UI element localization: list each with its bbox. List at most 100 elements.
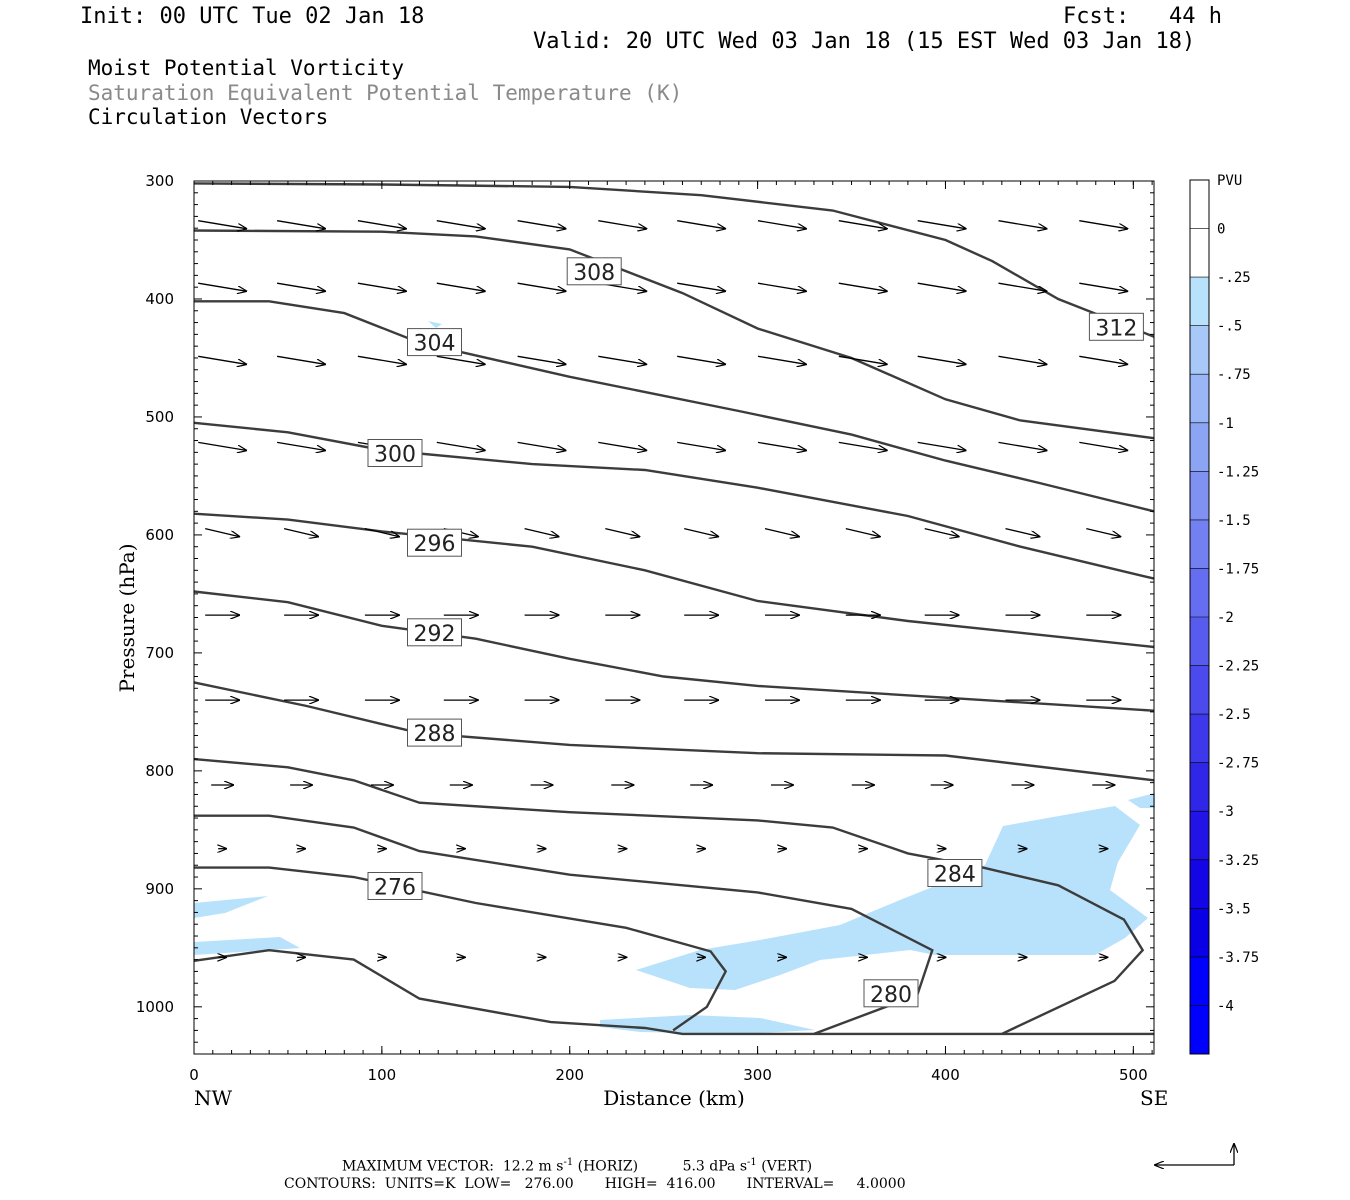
contour-284: [193, 757, 1145, 1035]
max-vector-label: MAXIMUM VECTOR:: [342, 1158, 494, 1175]
vector-arrow: [283, 527, 318, 537]
vector-arrow: [198, 220, 246, 229]
contour-300: [193, 421, 1155, 580]
svg-text:280: 280: [870, 983, 912, 1008]
colorbar-swatch: [1190, 228, 1209, 278]
svg-text:312: 312: [1095, 316, 1137, 341]
vector-arrow: [838, 441, 887, 450]
vector-arrow: [276, 282, 325, 291]
colorbar-swatch: [1190, 325, 1209, 375]
colorbar-label: 0: [1217, 222, 1225, 238]
colorbar-label: -.25: [1217, 270, 1251, 286]
field-title-theta-es: Saturation Equivalent Potential Temperat…: [88, 81, 683, 105]
contour-label-308: 308: [566, 257, 622, 286]
contour-272: [193, 948, 1154, 1036]
colorbar-label: -3.25: [1217, 853, 1259, 869]
colorbar-label: -3.75: [1217, 950, 1259, 966]
contour-296: [193, 512, 1155, 649]
vector-arrow: [998, 220, 1047, 229]
colorbar-swatch: [1190, 665, 1209, 715]
svg-text:284: 284: [934, 863, 976, 888]
mpv-region-west-2: [194, 937, 300, 955]
vector-arrow: [1079, 282, 1127, 291]
max-vector-note: MAXIMUM VECTOR: 12.2 m s-1 (HORIZ) 5.3 d…: [342, 1157, 812, 1175]
y-tick-label: 700: [145, 644, 174, 662]
vector-arrow: [198, 282, 246, 291]
vector-arrow: [276, 441, 325, 450]
vector-arrow: [598, 441, 646, 450]
vector-arrow: [838, 220, 887, 229]
contour-label-312: 312: [1088, 312, 1144, 341]
y-tick-label: 400: [145, 290, 174, 308]
x-end-label-se: SE: [1140, 1086, 1168, 1110]
contour-label-280: 280: [863, 979, 919, 1008]
vector-arrow: [1079, 220, 1127, 229]
vector-arrow: [598, 220, 646, 229]
vector-arrow: [924, 527, 959, 537]
vector-arrow: [605, 527, 639, 537]
vector-arrow: [1079, 441, 1127, 450]
vector-arrow: [998, 441, 1047, 450]
colorbar-swatch: [1190, 811, 1209, 861]
colorbar-swatch: [1190, 180, 1209, 230]
vert-tail: (VERT): [756, 1158, 813, 1175]
field-title-vectors: Circulation Vectors: [88, 105, 329, 129]
vert-exponent: -1: [747, 1157, 757, 1168]
y-tick-label: 500: [145, 408, 174, 426]
vector-arrow: [757, 220, 806, 229]
vector-arrow: [917, 355, 966, 364]
vector-arrow: [845, 527, 880, 537]
colorbar-swatch: [1190, 859, 1209, 909]
valid-time: Valid: 20 UTC Wed 03 Jan 18 (15 EST Wed …: [533, 29, 1196, 54]
colorbar-label: -2: [1217, 610, 1234, 626]
reference-vector: [1155, 1144, 1234, 1165]
horiz-exponent: -1: [563, 1157, 574, 1168]
vector-arrow: [517, 282, 566, 291]
mpv-region-se: [636, 806, 1148, 990]
y-axis: 300 400 500 600 700 800 900 1000: [136, 172, 1154, 1043]
vector-arrow: [436, 355, 485, 364]
vector-arrow: [198, 441, 246, 450]
contour-label-304: 304: [407, 328, 462, 357]
max-vector-horiz: 12.2 m s: [502, 1158, 564, 1175]
colorbar-swatch: [1190, 471, 1209, 521]
pv-colorbar: 0 -.25 -.5 -.75 -1 -1.25 -1.5 -1.75 -2 -2.25 -2.5 -…: [1189, 179, 1259, 1055]
y-tick-label: 1000: [136, 998, 174, 1016]
colorbar-swatch: [1190, 1005, 1209, 1055]
vector-arrow: [357, 355, 406, 364]
max-vector-vert: 5.3 dPa s: [682, 1158, 748, 1175]
contour-288: [193, 681, 1155, 782]
vector-arrow: [598, 355, 646, 364]
svg-text:304: 304: [414, 332, 456, 357]
vector-arrow: [517, 355, 566, 364]
vector-arrow: [757, 441, 806, 450]
colorbar-label: -4: [1217, 998, 1234, 1014]
colorbar-title: PVU: [1217, 173, 1242, 189]
vector-arrow: [677, 282, 725, 291]
y-tick-label: 800: [145, 762, 174, 780]
svg-text:308: 308: [573, 261, 615, 286]
svg-text:300: 300: [374, 443, 416, 468]
colorbar-label: -2.25: [1217, 659, 1259, 675]
vector-arrow: [357, 220, 406, 229]
forecast-hour: Fcst: 44 h: [1063, 4, 1222, 29]
vector-arrow: [524, 527, 559, 537]
x-tick-label: 100: [368, 1066, 397, 1084]
colorbar-swatch: [1190, 617, 1209, 667]
x-tick-label: 400: [931, 1066, 960, 1084]
colorbar-label: -1.75: [1217, 561, 1259, 577]
vector-arrow: [517, 220, 566, 229]
contour-labels: 312 308 304 300 296 292 288 284 280 276: [367, 257, 1144, 1008]
contour-label-296: 296: [407, 528, 462, 557]
colorbar-swatch: [1190, 277, 1209, 327]
contour-label-276: 276: [367, 872, 423, 901]
vector-arrow: [198, 355, 246, 364]
vector-arrow: [364, 527, 399, 537]
theta-es-contours: [193, 182, 1155, 1036]
colorbar-label: -2.75: [1217, 756, 1259, 772]
y-tick-label: 900: [145, 880, 174, 898]
vector-arrow: [757, 355, 806, 364]
vector-arrow: [357, 282, 406, 291]
vector-arrow: [917, 441, 966, 450]
